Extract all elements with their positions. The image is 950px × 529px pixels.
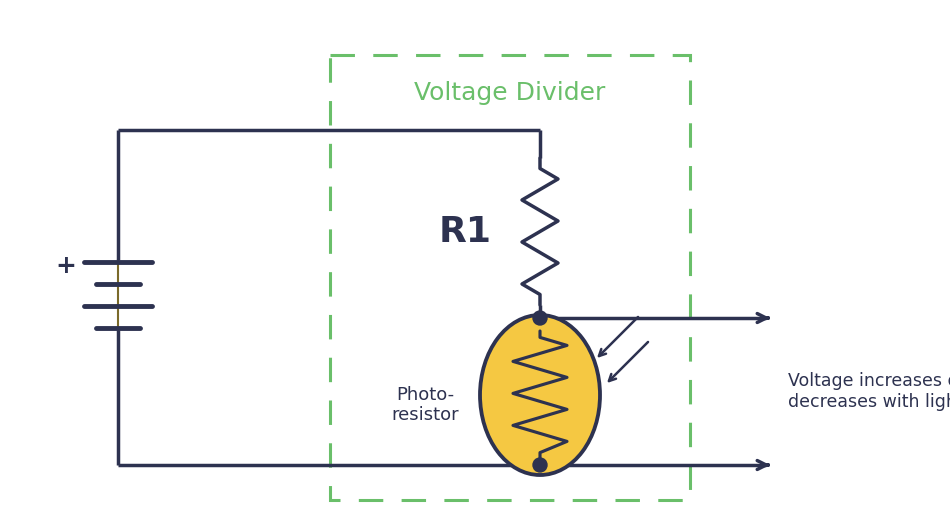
Text: Voltage increases or
decreases with light: Voltage increases or decreases with ligh… (788, 372, 950, 411)
Circle shape (533, 311, 547, 325)
Text: Photo-
resistor: Photo- resistor (391, 386, 459, 424)
Circle shape (533, 458, 547, 472)
Ellipse shape (480, 315, 600, 475)
Text: R1: R1 (439, 214, 491, 249)
Text: Voltage Divider: Voltage Divider (414, 81, 606, 105)
Text: +: + (55, 254, 76, 278)
